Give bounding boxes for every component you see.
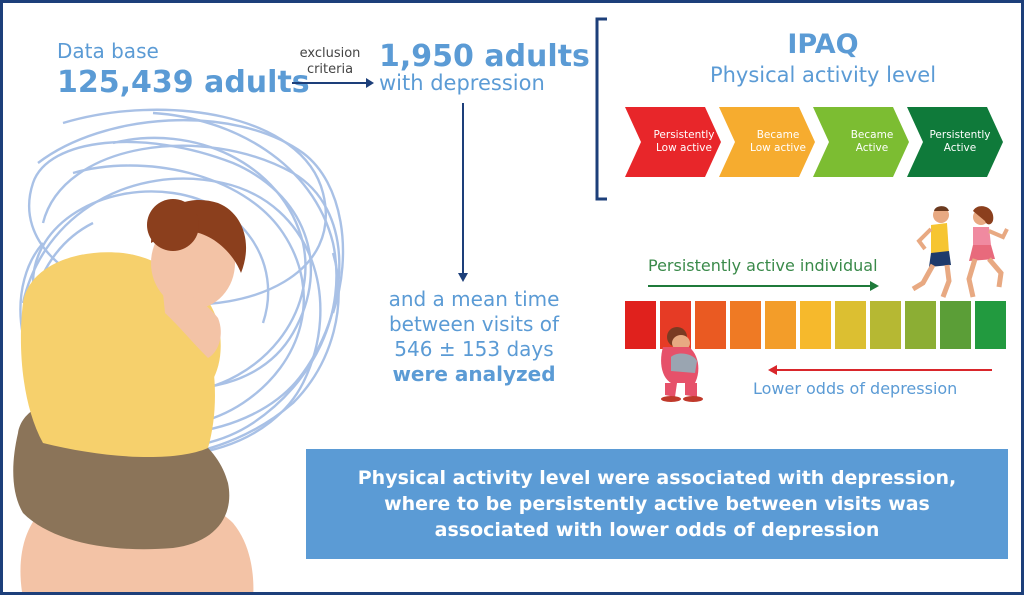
scale-block bbox=[625, 301, 656, 349]
scale-block bbox=[695, 301, 726, 349]
scale-block bbox=[975, 301, 1006, 349]
activity-gradient-scale bbox=[625, 301, 1006, 349]
scale-block bbox=[870, 301, 901, 349]
visits-line-1: and a mean time bbox=[388, 287, 560, 311]
conclusion-box: Physical activity level were associated … bbox=[306, 449, 1008, 559]
scale-block bbox=[730, 301, 761, 349]
scale-block bbox=[905, 301, 936, 349]
depressed-woman-illustration bbox=[13, 108, 345, 592]
right-arrow bbox=[648, 281, 879, 291]
depression-label: with depression bbox=[379, 71, 545, 95]
bracket bbox=[595, 17, 607, 201]
chevron-label-became-active: Became Active bbox=[850, 129, 894, 154]
chevron-persistently-low bbox=[625, 107, 721, 177]
visits-line-2: between visits of bbox=[388, 312, 560, 336]
scale-block bbox=[835, 301, 866, 349]
database-count: 125,439 adults bbox=[57, 65, 310, 100]
scale-block bbox=[940, 301, 971, 349]
chevron-label-persistently-low: Persistently Low active bbox=[653, 129, 715, 154]
scale-block bbox=[765, 301, 796, 349]
chevron-label-became-low: Became Low active bbox=[750, 129, 806, 154]
lower-odds-label: Lower odds of depression bbox=[753, 379, 958, 398]
visits-line-4: were analyzed bbox=[392, 362, 556, 386]
activity-chevrons: Persistently Low active Became Low active … bbox=[625, 107, 1007, 177]
chevron-shapes bbox=[625, 107, 1003, 177]
sitting-woman-illustration bbox=[661, 327, 703, 402]
exclusion-arrow bbox=[292, 78, 374, 88]
chevron-became-low bbox=[719, 107, 815, 177]
depression-count: 1,950 adults bbox=[379, 39, 590, 74]
down-arrow bbox=[458, 103, 468, 282]
visits-summary: and a mean time between visits of 546 ± … bbox=[363, 287, 585, 387]
runners-illustration bbox=[911, 206, 1009, 298]
conclusion-line-3: associated with lower odds of depression bbox=[434, 519, 880, 541]
male-runner bbox=[911, 206, 952, 298]
visits-line-3: 546 ± 153 days bbox=[394, 337, 554, 361]
chevron-became-active bbox=[813, 107, 909, 177]
chevron-label-persistently-active: Persistently Active bbox=[929, 129, 991, 154]
female-runner bbox=[966, 206, 1009, 298]
ipaq-title: IPAQ bbox=[787, 29, 859, 60]
woman-figure bbox=[13, 199, 254, 592]
conclusion-line-1: Physical activity level were associated … bbox=[357, 467, 957, 489]
scale-block bbox=[800, 301, 831, 349]
chevron-persistently-active bbox=[907, 107, 1003, 177]
conclusion-line-2: where to be persistently active between … bbox=[384, 493, 930, 515]
persistently-active-label: Persistently active individual bbox=[648, 256, 878, 275]
database-label: Data base bbox=[57, 39, 159, 63]
ipaq-subtitle: Physical activity level bbox=[709, 63, 937, 87]
exclusion-criteria-label: exclusion criteria bbox=[299, 46, 361, 77]
left-arrow bbox=[768, 365, 992, 375]
